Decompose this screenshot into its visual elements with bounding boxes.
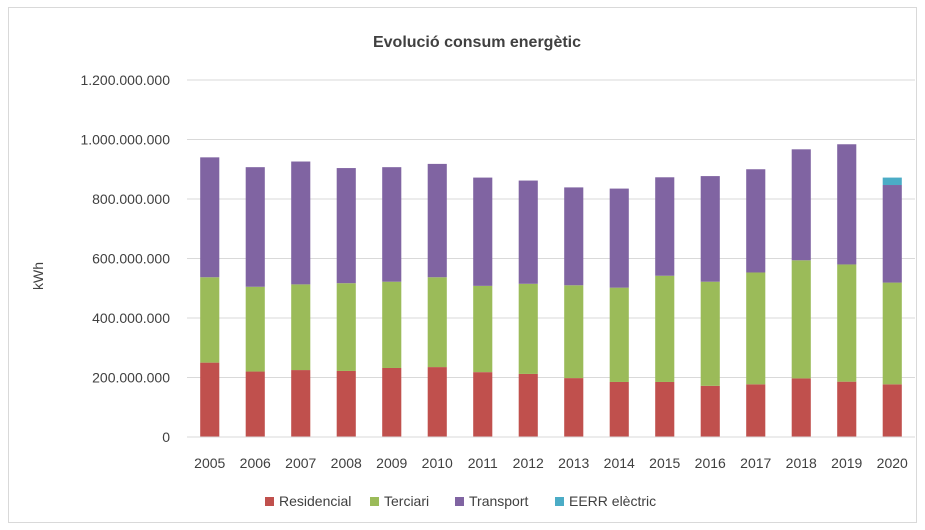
bar-terciari-2013 bbox=[564, 285, 584, 379]
bar-eerr-el-ctric-2020 bbox=[882, 177, 902, 186]
y-axis-label: kWh bbox=[30, 262, 46, 290]
y-tick-label: 200.000.000 bbox=[92, 370, 170, 386]
bar-transport-2013 bbox=[564, 187, 584, 286]
bars bbox=[200, 144, 902, 437]
bar-residencial-2018 bbox=[791, 378, 811, 437]
bar-transport-2017 bbox=[746, 169, 766, 273]
bar-transport-2010 bbox=[427, 163, 447, 278]
bar-residencial-2016 bbox=[700, 385, 720, 437]
y-tick-label: 600.000.000 bbox=[92, 251, 170, 267]
x-tick-label: 2018 bbox=[786, 455, 817, 471]
x-tick-label: 2007 bbox=[285, 455, 316, 471]
bar-terciari-2011 bbox=[473, 285, 493, 373]
x-tick-label: 2005 bbox=[194, 455, 225, 471]
bar-transport-2012 bbox=[518, 180, 538, 284]
bar-residencial-2015 bbox=[655, 381, 675, 437]
legend-swatch bbox=[455, 497, 464, 506]
bar-transport-2020 bbox=[882, 185, 902, 283]
bar-residencial-2012 bbox=[518, 373, 538, 437]
bar-transport-2014 bbox=[609, 188, 629, 288]
bar-residencial-2011 bbox=[473, 372, 493, 437]
bar-terciari-2019 bbox=[837, 264, 857, 382]
bar-terciari-2009 bbox=[382, 281, 402, 368]
bar-terciari-2016 bbox=[700, 281, 720, 386]
bar-terciari-2014 bbox=[609, 287, 629, 382]
bar-transport-2019 bbox=[837, 144, 857, 265]
x-tick-label: 2006 bbox=[240, 455, 271, 471]
bar-transport-2009 bbox=[382, 167, 402, 282]
y-tick-label: 1.200.000.000 bbox=[80, 72, 170, 88]
bar-transport-2005 bbox=[200, 157, 220, 278]
bar-transport-2011 bbox=[473, 177, 493, 286]
bar-terciari-2017 bbox=[746, 272, 766, 385]
bar-terciari-2005 bbox=[200, 277, 220, 363]
x-tick-label: 2020 bbox=[877, 455, 908, 471]
bar-transport-2016 bbox=[700, 176, 720, 282]
legend-swatch bbox=[265, 497, 274, 506]
bar-transport-2008 bbox=[336, 168, 356, 284]
bar-terciari-2015 bbox=[655, 275, 675, 382]
bar-residencial-2020 bbox=[882, 384, 902, 437]
x-tick-label: 2010 bbox=[422, 455, 453, 471]
bar-residencial-2014 bbox=[609, 381, 629, 437]
bar-terciari-2006 bbox=[245, 286, 265, 372]
x-tick-label: 2016 bbox=[695, 455, 726, 471]
bar-residencial-2010 bbox=[427, 367, 447, 437]
bar-terciari-2008 bbox=[336, 283, 356, 371]
bar-residencial-2007 bbox=[291, 370, 311, 437]
x-tick-label: 2017 bbox=[740, 455, 771, 471]
bar-residencial-2005 bbox=[200, 362, 220, 437]
legend-swatch bbox=[370, 497, 379, 506]
legend-swatch bbox=[555, 497, 564, 506]
bar-terciari-2018 bbox=[791, 260, 811, 379]
bar-transport-2015 bbox=[655, 177, 675, 276]
x-tick-label: 2012 bbox=[513, 455, 544, 471]
bar-terciari-2007 bbox=[291, 284, 311, 371]
y-tick-label: 400.000.000 bbox=[92, 310, 170, 326]
x-tick-label: 2015 bbox=[649, 455, 680, 471]
legend-label: Terciari bbox=[384, 493, 429, 509]
legend-label: EERR elèctric bbox=[569, 493, 656, 509]
bar-transport-2007 bbox=[291, 161, 311, 285]
x-tick-labels: 2005 2006 2007 2008 2009 2010 2011 2012 2013 2014… bbox=[194, 455, 908, 471]
x-tick-label: 2009 bbox=[376, 455, 407, 471]
x-tick-label: 2011 bbox=[468, 455, 498, 471]
bar-residencial-2006 bbox=[245, 371, 265, 437]
legend: Residencial Terciari Transport EERR elèctri… bbox=[265, 493, 656, 509]
y-tick-label: 800.000.000 bbox=[92, 191, 170, 207]
x-tick-label: 2008 bbox=[331, 455, 362, 471]
x-tick-label: 2014 bbox=[604, 455, 635, 471]
bar-residencial-2019 bbox=[837, 381, 857, 437]
bar-residencial-2017 bbox=[746, 384, 766, 437]
bar-terciari-2012 bbox=[518, 283, 538, 374]
legend-label: Residencial bbox=[279, 493, 351, 509]
bar-terciari-2010 bbox=[427, 277, 447, 368]
legend-label: Transport bbox=[469, 493, 529, 509]
bar-transport-2006 bbox=[245, 167, 265, 287]
x-tick-label: 2013 bbox=[558, 455, 589, 471]
bar-residencial-2009 bbox=[382, 367, 402, 437]
bar-transport-2018 bbox=[791, 149, 811, 261]
y-tick-label: 0 bbox=[162, 429, 170, 445]
chart-title: Evolució consum energètic bbox=[373, 34, 581, 51]
x-tick-label: 2019 bbox=[831, 455, 862, 471]
y-tick-labels: 0 200.000.000 400.000.000 600.000.000 800.00… bbox=[80, 72, 170, 445]
bar-terciari-2020 bbox=[882, 282, 902, 385]
y-tick-label: 1.000.000.000 bbox=[80, 132, 170, 148]
bar-residencial-2008 bbox=[336, 370, 356, 437]
bar-residencial-2013 bbox=[564, 378, 584, 437]
